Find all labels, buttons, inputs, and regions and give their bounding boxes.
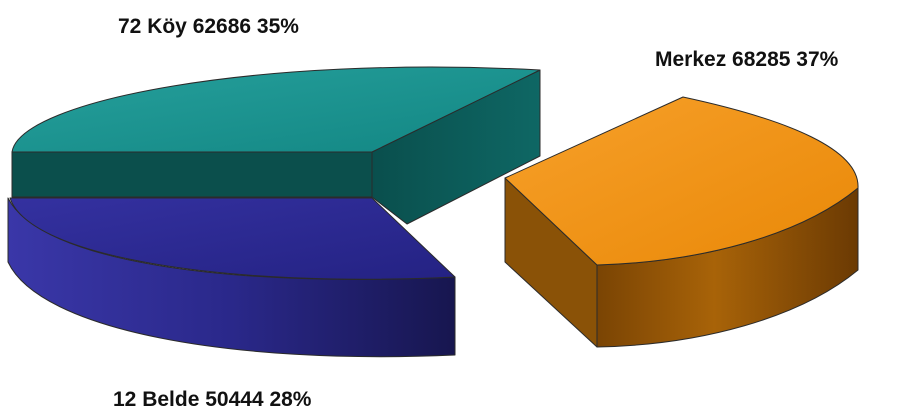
slices-layer: [7, 66, 859, 358]
labels-layer: 72 Köy 62686 35% Merkez 68285 37% 12 Bel…: [113, 15, 839, 411]
slice-belde: [7, 197, 456, 358]
slice-merkez: [504, 96, 859, 348]
slice-koy-top: [11, 66, 541, 153]
slice-koy-front-wall: [11, 151, 373, 198]
slice-merkez-top: [504, 96, 859, 266]
slice-label-merkez: Merkez 68285 37%: [655, 48, 839, 71]
slice-label-koy: 72 Köy 62686 35%: [118, 15, 299, 38]
slice-koy: [11, 66, 541, 225]
slice-belde-top: [9, 197, 456, 280]
slice-label-belde: 12 Belde 50444 28%: [113, 388, 312, 411]
